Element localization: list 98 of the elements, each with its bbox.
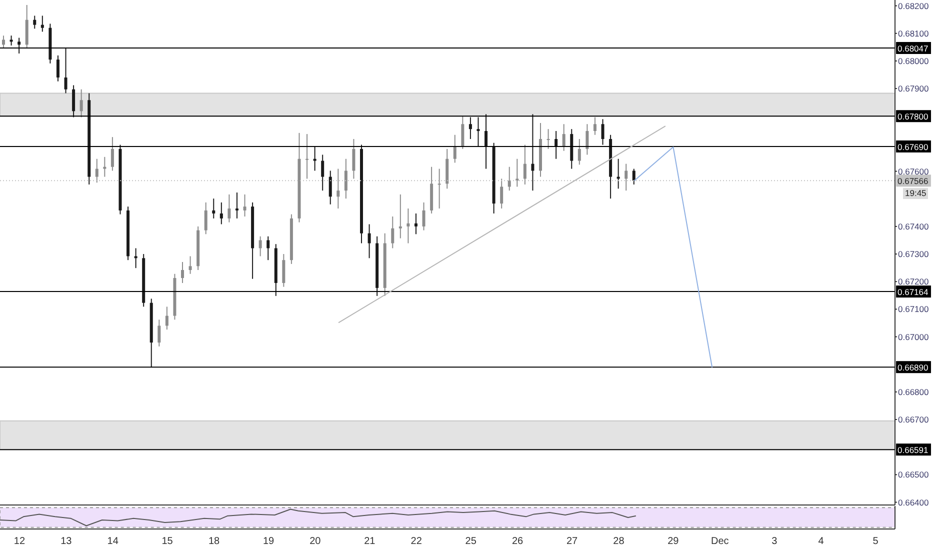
candlestick xyxy=(368,224,371,259)
candlestick xyxy=(103,156,106,178)
candlestick xyxy=(2,35,5,50)
x-tick-label: 12 xyxy=(14,536,26,548)
candlestick xyxy=(110,136,114,172)
candlestick xyxy=(158,319,161,347)
candlestick xyxy=(586,124,589,156)
candlestick xyxy=(406,208,410,244)
candlestick xyxy=(188,256,192,274)
x-tick-label: 19 xyxy=(262,536,274,548)
x-tick-label: 5 xyxy=(872,536,879,548)
ref-line-label: 0.67164 xyxy=(898,286,928,297)
y-tick-label: 0.66800 xyxy=(898,386,929,397)
candlestick xyxy=(95,158,98,184)
candlestick xyxy=(546,128,550,150)
candlestick xyxy=(516,158,519,188)
candlestick xyxy=(64,48,68,94)
candlestick xyxy=(313,146,316,172)
candlestick xyxy=(80,88,83,118)
x-tick-label: 28 xyxy=(613,536,625,548)
candlestick xyxy=(243,194,246,218)
x-tick-label: 25 xyxy=(465,536,477,548)
candlestick xyxy=(328,170,332,205)
candlestick xyxy=(235,192,238,219)
y-tick-label: 0.67900 xyxy=(898,84,929,94)
candlestick xyxy=(220,202,223,225)
candlestick xyxy=(228,194,231,223)
x-tick-label: 4 xyxy=(818,536,824,548)
candlestick xyxy=(453,134,456,164)
candlestick xyxy=(624,163,628,192)
ref-line-label: 0.66890 xyxy=(898,362,928,372)
candlestick xyxy=(414,212,418,235)
candlestick xyxy=(134,248,138,269)
candlestick xyxy=(282,254,286,288)
ref-line-label: 0.67566 xyxy=(898,176,928,186)
candlestick xyxy=(468,116,472,140)
candlestick xyxy=(531,114,534,192)
x-tick-label: Dec xyxy=(710,536,729,548)
candlestick xyxy=(10,35,13,46)
candlestick xyxy=(398,194,402,239)
candlestick xyxy=(165,306,168,330)
candlestick xyxy=(632,168,636,186)
x-tick-label: 21 xyxy=(364,536,376,548)
candlestick xyxy=(72,84,76,118)
candlestick xyxy=(181,262,184,284)
x-tick-label: 26 xyxy=(512,536,524,548)
candlestick xyxy=(578,138,581,166)
candlestick xyxy=(476,116,480,148)
candlestick xyxy=(321,154,324,192)
candlestick xyxy=(306,134,309,180)
candlestick xyxy=(508,166,511,192)
y-tick-label: 0.67300 xyxy=(898,249,929,260)
candlestick xyxy=(484,114,488,170)
y-tick-label: 0.66400 xyxy=(898,497,929,508)
y-tick-label: 0.68000 xyxy=(898,56,929,66)
x-tick-label: 22 xyxy=(410,536,422,548)
candlestick xyxy=(500,178,504,210)
x-tick-label: 3 xyxy=(772,536,778,548)
candlestick xyxy=(266,236,270,261)
ref-line-label: 0.68047 xyxy=(898,43,928,54)
candlestick xyxy=(461,116,464,150)
ref-line-label: 0.67690 xyxy=(898,142,928,152)
y-tick-label: 0.67400 xyxy=(898,221,929,232)
x-tick-label: 14 xyxy=(107,536,119,548)
candlestick xyxy=(212,198,216,219)
candlestick xyxy=(258,236,262,257)
ref-line-label: 0.66591 xyxy=(898,444,928,455)
x-tick-label: 20 xyxy=(310,536,322,548)
x-tick-label: 27 xyxy=(566,536,578,548)
x-tick-label: 13 xyxy=(60,536,72,548)
ref-line-label: 0.67800 xyxy=(898,111,928,122)
x-tick-label: 15 xyxy=(162,536,174,548)
candlestick xyxy=(601,118,604,146)
candlestick xyxy=(40,15,44,32)
candlestick xyxy=(391,216,394,249)
candlestick xyxy=(438,168,441,210)
y-tick-label: 0.66500 xyxy=(898,470,929,480)
y-tick-label: 0.67100 xyxy=(898,304,929,314)
candlestick xyxy=(33,15,36,30)
candlestick xyxy=(593,116,596,136)
candlestick xyxy=(336,168,340,210)
candlestick xyxy=(352,138,356,180)
candlestick xyxy=(344,158,348,200)
candlestick xyxy=(422,202,426,231)
x-tick-label: 29 xyxy=(668,536,680,548)
candlestick xyxy=(56,54,60,82)
candlestick xyxy=(523,144,526,186)
x-tick-label: 18 xyxy=(208,536,220,548)
y-tick-label: 0.68200 xyxy=(898,0,929,11)
candlestick xyxy=(204,202,208,235)
candlestick xyxy=(562,124,566,152)
candlestick xyxy=(18,37,21,54)
y-tick-label: 0.67000 xyxy=(898,332,929,342)
y-tick-label: 0.67200 xyxy=(898,276,929,287)
text: 19:45 xyxy=(903,188,928,199)
y-tick-label: 0.67600 xyxy=(898,166,929,176)
y-tick-label: 0.68100 xyxy=(898,28,929,38)
y-tick-label: 0.66700 xyxy=(898,414,929,425)
